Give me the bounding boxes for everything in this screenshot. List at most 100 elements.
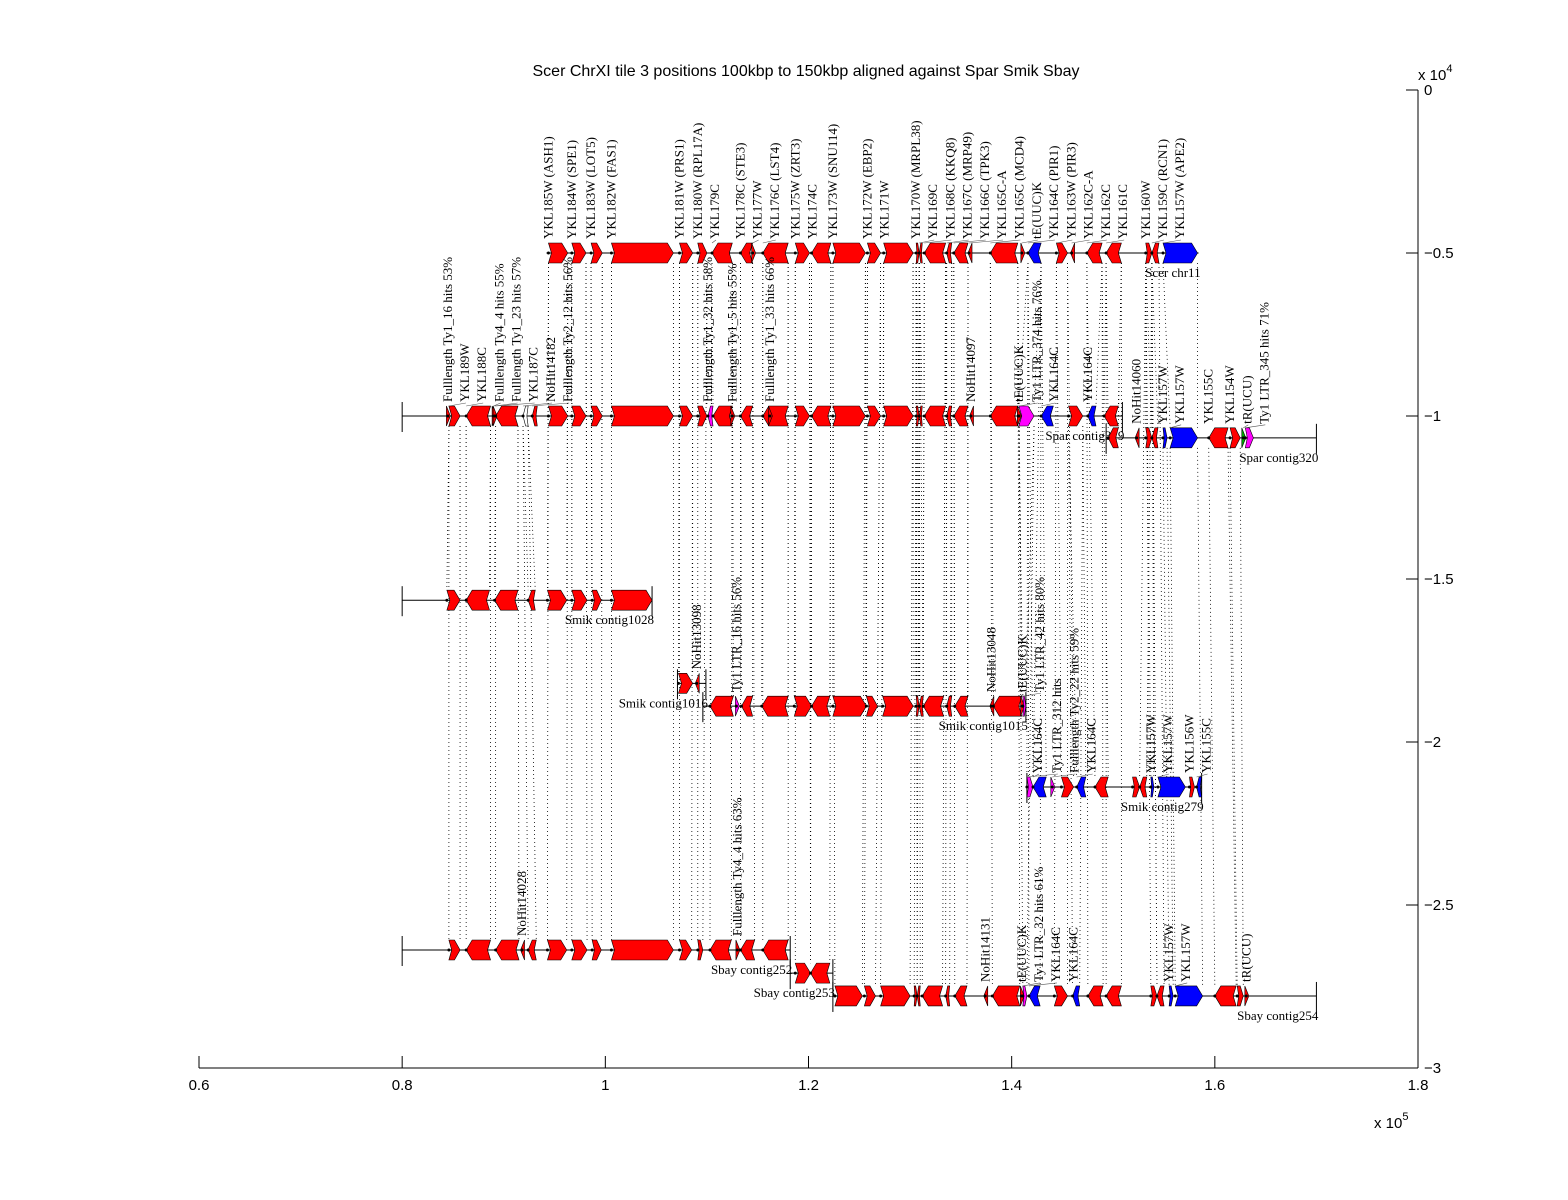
gene-boundary-dot bbox=[738, 251, 742, 255]
gene-arrow bbox=[1132, 776, 1140, 798]
label-leader-line bbox=[762, 239, 776, 244]
gene-label: YKL185W (ASH1) bbox=[540, 136, 555, 239]
gene-boundary-dot bbox=[706, 414, 710, 418]
chart-title: Scer ChrXI tile 3 positions 100kbp to 15… bbox=[533, 63, 1080, 80]
gene-boundary-dot bbox=[1039, 414, 1043, 418]
gene-boundary-dot bbox=[1104, 251, 1108, 255]
gene-arrow bbox=[832, 695, 867, 717]
gene-arrow bbox=[679, 405, 694, 427]
gene-arrow bbox=[591, 939, 602, 961]
ortholog-link bbox=[832, 262, 836, 986]
ortholog-link bbox=[1208, 447, 1216, 986]
gene-boundary-dot bbox=[1070, 251, 1074, 255]
gene-boundary-dot bbox=[1138, 785, 1142, 789]
gene-arrow bbox=[1150, 985, 1158, 1007]
gene-arrow bbox=[495, 405, 519, 427]
label-leader-line bbox=[1071, 239, 1090, 244]
gene-boundary-dot bbox=[446, 414, 450, 418]
gene-boundary-dot bbox=[590, 598, 594, 602]
gene-arrow bbox=[921, 985, 943, 1007]
label-leader-line bbox=[1106, 239, 1125, 244]
gene-arrow bbox=[1151, 242, 1160, 264]
gene-boundary-dot bbox=[865, 251, 869, 255]
gene-label: Ty1 LTR_345 hits 71% bbox=[1256, 302, 1271, 424]
track-smik-contig1016: Smik contig1016 NoHit13098 bbox=[619, 604, 709, 710]
gene-boundary-dot bbox=[810, 251, 814, 255]
gene-arrow bbox=[832, 242, 866, 264]
gene-boundary-dot bbox=[793, 971, 797, 975]
gene-arrow bbox=[1236, 985, 1244, 1007]
gene-label: YKL164C bbox=[1030, 718, 1045, 773]
label-leader-line bbox=[1076, 773, 1093, 778]
gene-arrow bbox=[946, 405, 953, 427]
gene-boundary-dot bbox=[464, 598, 468, 602]
label-leader-line bbox=[1175, 982, 1188, 987]
gene-boundary-dot bbox=[609, 251, 613, 255]
gene-arrow bbox=[740, 939, 756, 961]
gene-boundary-dot bbox=[793, 251, 797, 255]
gene-boundary-dot bbox=[751, 251, 755, 255]
gene-arrow bbox=[883, 405, 914, 427]
label-leader-line bbox=[1018, 402, 1038, 407]
label-leader-line bbox=[1026, 773, 1058, 778]
gene-arrow bbox=[590, 242, 603, 264]
gene-boundary-dot bbox=[1144, 436, 1148, 440]
ortholog-link bbox=[921, 262, 925, 986]
gene-arrow bbox=[946, 242, 953, 264]
label-leader-line bbox=[1022, 982, 1040, 987]
gene-boundary-dot bbox=[545, 598, 549, 602]
ortholog-link bbox=[1101, 262, 1104, 986]
gene-label: YKL162C bbox=[1098, 184, 1113, 239]
gene-arrow bbox=[762, 939, 789, 961]
ortholog-link bbox=[1055, 262, 1062, 777]
ortholog-link bbox=[1139, 262, 1147, 777]
label-leader-line bbox=[1032, 773, 1040, 778]
gene-arrow bbox=[711, 242, 733, 264]
contig-label: Smik contig1016 bbox=[619, 695, 709, 710]
track-scer-chr11: Scer chr11 YKL185W (ASH1) YKL184W (SPE1) YK… bbox=[540, 120, 1200, 280]
gene-label: YKL164C bbox=[1046, 347, 1061, 402]
gene-arrow bbox=[611, 589, 653, 611]
ortholog-link bbox=[1067, 262, 1075, 777]
gene-arrow bbox=[954, 985, 968, 1007]
gene-boundary-dot bbox=[1149, 785, 1153, 789]
gene-label: YKL157W bbox=[1172, 365, 1187, 424]
gene-label: YKL180W (RPL17A) bbox=[690, 123, 705, 239]
gene-boundary-dot bbox=[810, 414, 814, 418]
ortholog-link bbox=[489, 425, 491, 591]
y-multiplier: x 104 bbox=[1418, 63, 1452, 84]
y-tick-label: −1 bbox=[1424, 408, 1441, 425]
ortholog-link bbox=[585, 262, 588, 940]
gene-arrow bbox=[527, 939, 537, 961]
ortholog-link bbox=[953, 262, 956, 986]
gene-boundary-dot bbox=[710, 251, 714, 255]
gene-boundary-dot bbox=[914, 414, 918, 418]
gene-arrow bbox=[880, 985, 911, 1007]
label-leader-line bbox=[990, 239, 1021, 244]
gene-boundary-dot bbox=[945, 414, 949, 418]
contig-label: Sbay contig253 bbox=[754, 985, 835, 1000]
gene-label: tE(UUC)K bbox=[1011, 344, 1026, 402]
gene-arrow bbox=[1076, 776, 1087, 798]
gene-label: YKL157W bbox=[1155, 365, 1170, 424]
gene-arrow bbox=[590, 405, 603, 427]
gene-boundary-dot bbox=[1054, 251, 1058, 255]
gene-boundary-dot bbox=[967, 251, 971, 255]
ortholog-link bbox=[915, 262, 920, 407]
gene-label: Ty1 LTR_32 hits 61% bbox=[1031, 867, 1046, 982]
gene-label: tE(UUC)K bbox=[1014, 634, 1029, 692]
gene-boundary-dot bbox=[730, 414, 734, 418]
gene-boundary-dot bbox=[494, 414, 498, 418]
gene-label: YKL156W bbox=[1181, 714, 1196, 773]
x-tick-label: 1 bbox=[601, 1077, 609, 1094]
gene-arrow bbox=[810, 962, 831, 984]
contig-label: Spar contig319 bbox=[1045, 428, 1124, 443]
ortholog-link bbox=[1162, 447, 1170, 986]
gene-boundary-dot bbox=[1102, 414, 1106, 418]
ortholog-link bbox=[566, 262, 569, 940]
gene-label: YKL162C-A bbox=[1081, 170, 1096, 239]
ortholog-link bbox=[949, 262, 953, 986]
ortholog-link bbox=[1117, 262, 1122, 407]
gene-arrow bbox=[923, 405, 947, 427]
gene-label: YKL155C bbox=[1199, 718, 1214, 773]
